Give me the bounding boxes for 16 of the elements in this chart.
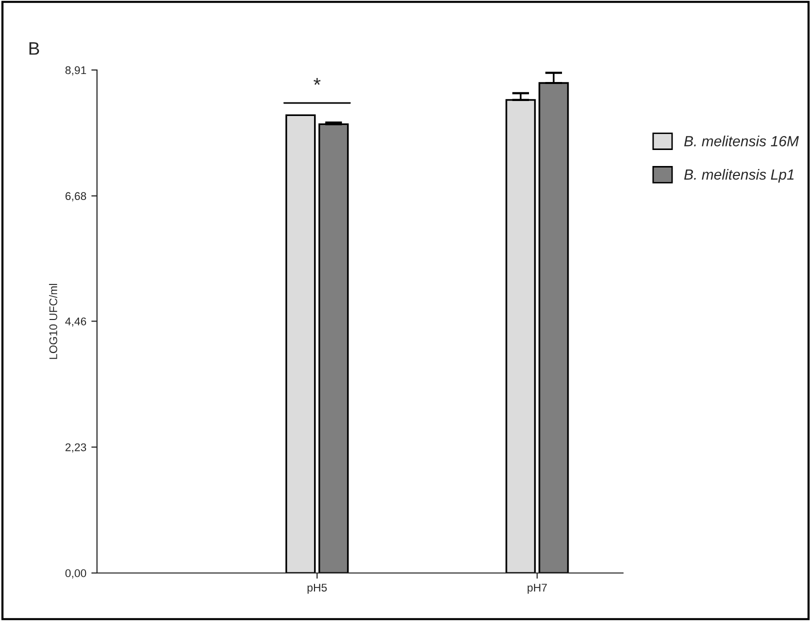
chart-title: B — [29, 42, 40, 55]
legend-label: B. melitensis Lp1 — [684, 169, 794, 183]
y-tick-label: 2,23 — [66, 443, 86, 453]
y-tick-label: 6,68 — [66, 192, 86, 202]
y-tick-label: 8,91 — [65, 66, 86, 76]
annotation: * — [314, 78, 321, 85]
bar — [285, 114, 316, 573]
bar — [538, 82, 569, 573]
bar — [318, 123, 349, 573]
y-axis-title: LOG10 UFC/ml — [49, 284, 58, 359]
y-tick-label: 0,00 — [65, 569, 86, 578]
x-tick-label: pH7 — [528, 584, 547, 594]
bar — [506, 99, 536, 573]
y-tick-label: 4,46 — [65, 317, 86, 327]
legend-label: B. melitensis 16M — [684, 136, 799, 146]
x-tick-label: pH5 — [308, 584, 327, 594]
